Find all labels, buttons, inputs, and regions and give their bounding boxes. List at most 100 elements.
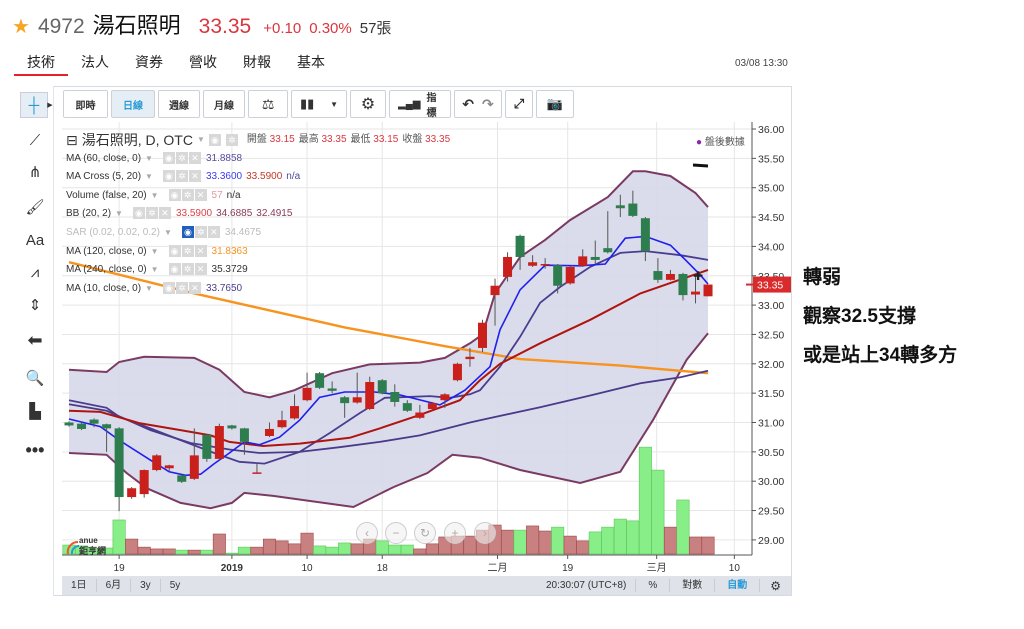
close-icon[interactable]: ✕ (188, 170, 201, 183)
reset-button[interactable]: ↻ (414, 522, 436, 544)
close-icon[interactable]: ✕ (194, 263, 207, 276)
gear-icon[interactable]: ✲ (175, 170, 188, 183)
weekly-button[interactable]: 週線 (158, 90, 200, 118)
study-row[interactable]: Volume (false, 20) ▼ ◉ ✲ ✕ 57 n/a (66, 187, 450, 206)
settings-gear-icon[interactable]: ⚙ (350, 90, 386, 118)
pattern-icon[interactable]: ⩘ (30, 263, 40, 281)
study-name[interactable]: Volume (false, 20) (66, 189, 147, 201)
tab-financials[interactable]: 財報 (243, 54, 271, 70)
chevron-down-icon[interactable]: ▼ (150, 265, 159, 275)
range-5y[interactable]: 5y (169, 580, 181, 591)
more-icon[interactable]: ••• (25, 439, 45, 460)
redo-icon[interactable]: ↷ (482, 95, 494, 112)
eye-icon[interactable]: ◉ (162, 170, 175, 183)
eye-icon[interactable]: ◉ (168, 244, 181, 257)
gear-icon[interactable]: ✲ (175, 281, 188, 294)
realtime-button[interactable]: 即時 (63, 90, 108, 118)
study-row[interactable]: MA (120, close, 0) ▼ ◉ ✲ ✕ 31.8363 (66, 243, 450, 262)
percent-toggle[interactable]: % (636, 579, 671, 592)
eye-icon[interactable]: ◉ (162, 281, 175, 294)
expand-arrow-icon[interactable]: ▶ (47, 102, 53, 109)
text-icon[interactable]: Aa (25, 231, 45, 249)
chart-type-button[interactable]: ▮▮ ▼ (291, 90, 347, 118)
eye-icon[interactable]: ◉ (132, 207, 145, 220)
chevron-down-icon[interactable]: ▼ (150, 246, 159, 256)
range-6m[interactable]: 6月 (97, 579, 132, 592)
range-3y[interactable]: 3y (131, 579, 161, 592)
monthly-button[interactable]: 月線 (203, 90, 245, 118)
brush-icon[interactable]: 🖌 (25, 199, 45, 216)
indicators-button[interactable]: ▂▄▆ 指標 (389, 90, 451, 119)
undo-icon[interactable]: ↶ (462, 95, 474, 112)
gear-icon[interactable]: ✲ (181, 263, 194, 276)
study-row[interactable]: MA Cross (5, 20) ▼ ◉ ✲ ✕ 33.3600 33.5900 n/a (66, 168, 450, 187)
study-row[interactable]: MA (10, close, 0) ▼ ◉ ✲ ✕ 33.7650 (66, 280, 450, 299)
study-name[interactable]: MA (10, close, 0) (66, 282, 142, 294)
close-icon[interactable]: ✕ (207, 225, 220, 238)
chevron-down-icon[interactable]: ▼ (145, 153, 153, 163)
zoom-in-icon[interactable]: 🔍 (25, 370, 45, 387)
pitchfork-icon[interactable]: ⋔ (28, 164, 42, 181)
camera-icon[interactable]: 📷 (536, 90, 574, 118)
gear-icon[interactable]: ✲ (194, 225, 207, 238)
gear-icon[interactable]: ✲ (225, 134, 238, 147)
tab-revenue[interactable]: 營收 (189, 54, 217, 70)
eye-icon[interactable]: ◉ (168, 188, 181, 201)
study-name[interactable]: MA Cross (5, 20) (66, 171, 142, 183)
zoom-out-button[interactable]: − (385, 522, 407, 544)
close-icon[interactable]: ✕ (188, 151, 201, 164)
settings-gear-icon[interactable]: ⚙ (770, 578, 781, 593)
ruler-icon[interactable]: ▙ (29, 403, 41, 420)
eye-icon[interactable]: ◉ (162, 151, 175, 164)
study-name[interactable]: MA (60, close, 0) (66, 152, 142, 164)
auto-toggle[interactable]: 自動 (715, 579, 761, 592)
eye-icon[interactable]: ◉ (168, 263, 181, 276)
study-name[interactable]: MA (120, close, 0) (66, 245, 147, 257)
range-1d[interactable]: 1日 (62, 579, 97, 592)
star-icon[interactable]: ★ (12, 16, 30, 38)
eye-icon[interactable]: ◉ (181, 225, 194, 238)
tab-institutional[interactable]: 法人 (81, 54, 109, 70)
fullscreen-icon[interactable]: ⤢ (505, 90, 533, 118)
after-hours-badge[interactable]: ● 盤後數據 (696, 133, 745, 148)
chevron-down-icon[interactable]: ▼ (145, 283, 153, 293)
close-icon[interactable]: ✕ (194, 188, 207, 201)
close-icon[interactable]: ✕ (194, 244, 207, 257)
arrow-left-icon[interactable]: ⬅ (27, 329, 43, 350)
gear-icon[interactable]: ✲ (181, 244, 194, 257)
chevron-down-icon[interactable]: ▼ (145, 172, 153, 182)
study-name[interactable]: BB (20, 2) (66, 208, 112, 220)
study-row[interactable]: MA (240, close, 0) ▼ ◉ ✲ ✕ 35.3729 (66, 261, 450, 280)
chevron-down-icon[interactable]: ▼ (115, 209, 123, 219)
chevron-down-icon[interactable]: ▼ (163, 227, 172, 237)
chevron-down-icon[interactable]: ▼ (150, 190, 159, 200)
close-icon[interactable]: ✕ (158, 207, 171, 220)
measure-icon[interactable]: ⇕ (28, 297, 42, 314)
log-toggle[interactable]: 對數 (670, 579, 716, 592)
scroll-right-button[interactable]: › (474, 522, 496, 544)
chevron-down-icon[interactable]: ▼ (196, 135, 205, 144)
compare-scale-icon[interactable]: ⚖ (248, 90, 288, 118)
tab-basic[interactable]: 基本 (297, 54, 325, 70)
gear-icon[interactable]: ✲ (145, 207, 158, 220)
study-name[interactable]: MA (240, close, 0) (66, 264, 147, 276)
study-row[interactable]: SAR (0.02, 0.02, 0.2) ▼ ◉ ✲ ✕ 34.4675 (66, 224, 450, 243)
eye-icon[interactable]: ◉ (208, 134, 221, 147)
scroll-left-button[interactable]: ‹ (356, 522, 378, 544)
trend-line-icon[interactable]: ⟋ (29, 131, 41, 149)
candle (427, 401, 437, 411)
study-row[interactable]: BB (20, 2) ▼ ◉ ✲ ✕ 33.5900 34.6885 32.4915 (66, 205, 450, 224)
gear-icon[interactable]: ✲ (181, 188, 194, 201)
gear-icon[interactable]: ✲ (175, 151, 188, 164)
study-name[interactable]: SAR (0.02, 0.02, 0.2) (66, 226, 160, 238)
tab-technical[interactable]: 技術 (14, 52, 68, 76)
zoom-in-button[interactable]: + (444, 522, 466, 544)
daily-button[interactable]: 日線 (111, 90, 155, 118)
close-icon[interactable]: ✕ (188, 281, 201, 294)
study-row[interactable]: MA (60, close, 0) ▼ ◉ ✲ ✕ 31.8858 (66, 150, 450, 169)
legend-symbol[interactable]: 湯石照明, D, OTC (81, 132, 193, 148)
tab-margin[interactable]: 資券 (135, 54, 163, 70)
collapse-icon[interactable]: ⊟ (66, 132, 78, 148)
crosshair-icon[interactable]: ┼ (20, 92, 48, 118)
